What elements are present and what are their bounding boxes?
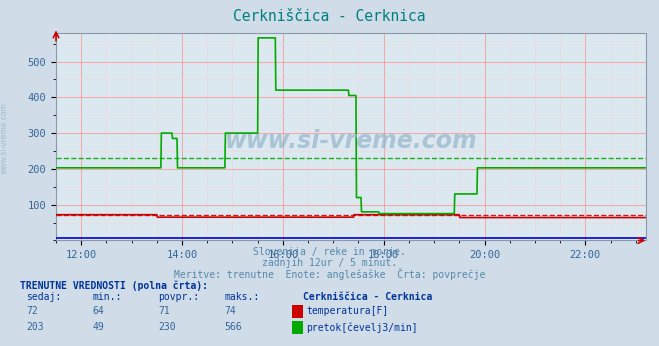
Text: Cerkniščica - Cerknica: Cerkniščica - Cerknica: [233, 9, 426, 24]
Text: zadnjih 12ur / 5 minut.: zadnjih 12ur / 5 minut.: [262, 258, 397, 268]
Text: TRENUTNE VREDNOSTI (polna črta):: TRENUTNE VREDNOSTI (polna črta):: [20, 280, 208, 291]
Text: pretok[čevelj3/min]: pretok[čevelj3/min]: [306, 322, 418, 333]
Text: sedaj:: sedaj:: [26, 292, 61, 302]
Text: 64: 64: [92, 306, 104, 316]
Text: 230: 230: [158, 322, 176, 333]
Text: 71: 71: [158, 306, 170, 316]
Text: maks.:: maks.:: [224, 292, 259, 302]
Text: www.si-vreme.com: www.si-vreme.com: [0, 102, 9, 174]
Text: povpr.:: povpr.:: [158, 292, 199, 302]
Text: 72: 72: [26, 306, 38, 316]
Text: min.:: min.:: [92, 292, 122, 302]
Text: 49: 49: [92, 322, 104, 333]
Text: 566: 566: [224, 322, 242, 333]
Text: 74: 74: [224, 306, 236, 316]
Text: Meritve: trenutne  Enote: anglešaške  Črta: povprečje: Meritve: trenutne Enote: anglešaške Črta…: [174, 268, 485, 280]
Text: www.si-vreme.com: www.si-vreme.com: [225, 129, 477, 153]
Text: temperatura[F]: temperatura[F]: [306, 306, 389, 316]
Text: Slovenija / reke in morje.: Slovenija / reke in morje.: [253, 247, 406, 257]
Text: Cerkniščica - Cerknica: Cerkniščica - Cerknica: [303, 292, 432, 302]
Text: 203: 203: [26, 322, 44, 333]
